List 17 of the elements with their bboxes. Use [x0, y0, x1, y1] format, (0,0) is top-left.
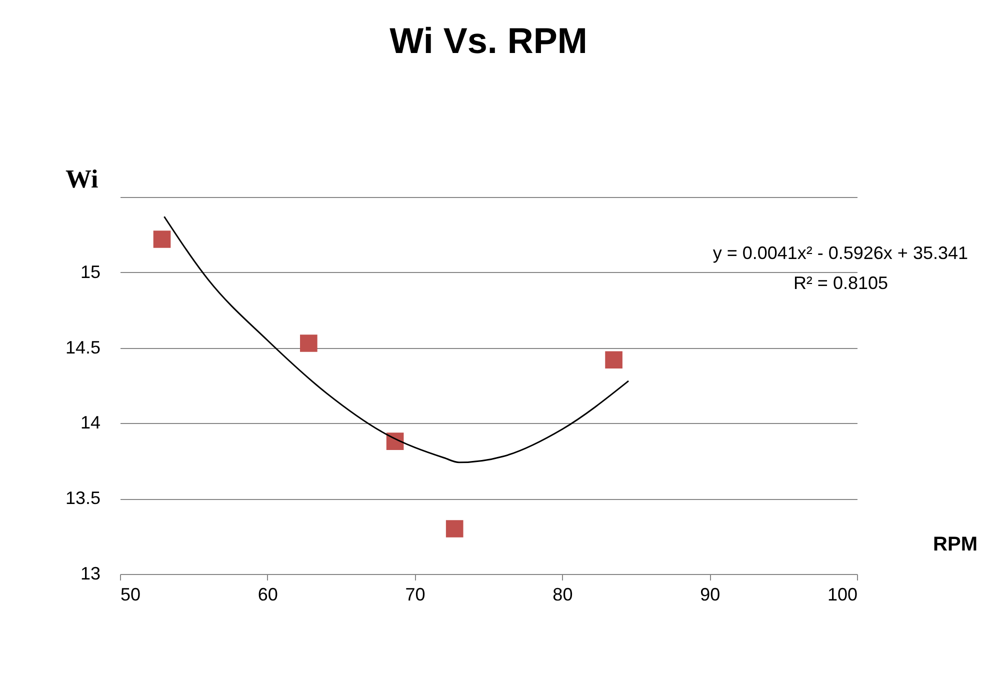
annotation: R² = 0.8105 [793, 273, 888, 293]
line-series [163, 216, 630, 464]
y-tick-label: 13 [80, 564, 100, 584]
y-tick-label: 14 [80, 412, 100, 433]
y-tick-label: 14.5 [65, 337, 100, 358]
annotation: y = 0.0041x² - 0.5926x + 35.341 [712, 243, 968, 263]
x-tick-label: 60 [258, 584, 278, 604]
x-tick-label: 50 [120, 584, 141, 604]
y-tick-label: 13.5 [65, 488, 100, 508]
x-tick-label: 90 [700, 584, 720, 604]
x-axis-title: RPM [933, 534, 978, 556]
chart-title: Wi Vs. RPM [390, 20, 588, 61]
x-tick-label: 100 [827, 584, 858, 604]
x-tick-label: 80 [552, 584, 573, 604]
y-axis-title: Wi [66, 164, 98, 194]
x-tick-label: 70 [405, 584, 426, 604]
y-tick-label: 15 [80, 262, 100, 282]
